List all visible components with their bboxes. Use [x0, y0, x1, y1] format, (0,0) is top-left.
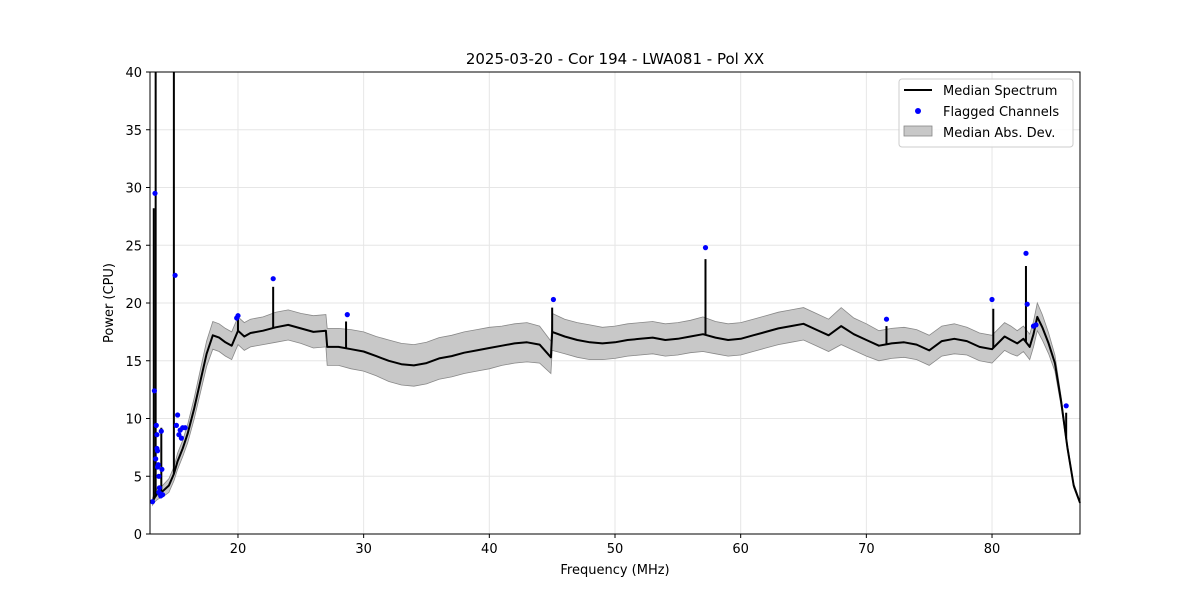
flagged-channel-point	[154, 432, 160, 438]
median-spectrum-line	[151, 315, 1081, 504]
y-tick-label: 40	[125, 66, 142, 81]
flagged-channel-point	[1024, 301, 1030, 307]
flagged-channel-point	[175, 412, 181, 418]
legend-box	[898, 78, 1074, 148]
x-tick-label: 40	[481, 542, 498, 557]
y-axis-label: Power (CPU)	[102, 263, 117, 343]
flagged-channel-point	[270, 276, 276, 282]
flagged-channel-point	[172, 272, 178, 278]
flagged-channel-point	[160, 492, 166, 498]
median-line-layer	[151, 315, 1081, 504]
y-tick-label: 25	[125, 239, 142, 254]
flagged-channel-point	[883, 316, 890, 322]
flagged-channel-point	[156, 485, 162, 491]
flagged-channel-point	[156, 473, 162, 479]
chart-title: 2025-03-20 - Cor 194 - LWA081 - Pol XX	[466, 50, 764, 68]
flagged-channel-point	[153, 422, 159, 428]
x-tick-label: 30	[355, 542, 372, 557]
legend-label-flagged: Flagged Channels	[943, 105, 1059, 120]
flagged-channel-point	[158, 428, 164, 434]
y-tick-label: 15	[125, 355, 142, 370]
x-tick-label: 50	[607, 542, 624, 557]
flagged-channel-point	[153, 456, 159, 462]
flagged-channel-point	[1023, 250, 1029, 256]
axis-ticks: 20 30 40 50 60 70 80 0 5 10 15 20 25 30 35 40	[125, 66, 1000, 557]
flagged-channel-point	[154, 445, 160, 452]
flagged-channel-point	[182, 425, 188, 431]
flagged-channel-point	[1063, 403, 1069, 409]
x-axis-label: Frequency (MHz)	[560, 563, 669, 578]
x-tick-label: 80	[984, 542, 1001, 557]
legend-label-median: Median Spectrum	[943, 84, 1057, 99]
flagged-channel-point	[344, 312, 350, 318]
x-tick-label: 70	[858, 542, 875, 557]
x-tick-label: 20	[230, 542, 247, 557]
flagged-channel-point	[151, 388, 157, 394]
flagged-channel-point	[156, 489, 162, 495]
legend-dot-swatch	[915, 108, 921, 114]
legend: Median Spectrum Flagged Channels Median …	[898, 78, 1074, 148]
y-tick-label: 20	[125, 297, 142, 312]
flagged-channel-point	[173, 422, 179, 428]
flagged-channel-point	[1033, 322, 1039, 328]
flagged-channel-point	[702, 245, 709, 251]
flagged-channel-point	[159, 466, 165, 472]
flagged-channel-point	[989, 296, 995, 303]
legend-patch-swatch	[903, 125, 933, 137]
x-tick-label: 60	[732, 542, 749, 557]
flagged-channel-point	[235, 313, 241, 319]
flagged-channel-point	[152, 190, 158, 196]
y-tick-label: 0	[134, 528, 142, 543]
legend-label-mad: Median Abs. Dev.	[943, 126, 1055, 141]
flagged-channel-point	[149, 499, 156, 505]
y-tick-label: 35	[125, 124, 142, 139]
y-tick-label: 30	[125, 182, 142, 197]
flagged-channel-point	[550, 296, 557, 303]
flagged-channel-point	[178, 435, 184, 441]
flagged-channel-point	[154, 464, 161, 470]
flagged-points-layer	[149, 190, 1069, 505]
y-tick-label: 10	[125, 413, 142, 428]
y-tick-label: 5	[134, 470, 142, 485]
